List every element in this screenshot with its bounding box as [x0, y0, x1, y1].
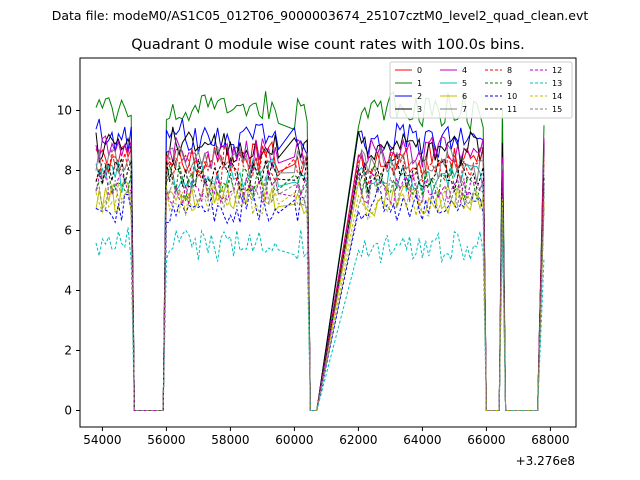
- y-tick-label: 6: [64, 224, 72, 238]
- x-tick-label: 62000: [339, 433, 377, 447]
- y-tick-label: 0: [64, 404, 72, 418]
- legend-label-5: 5: [462, 79, 467, 88]
- series-line-9: [95, 163, 545, 411]
- legend-label-13: 13: [552, 79, 562, 88]
- legend-label-8: 8: [507, 66, 512, 75]
- legend-label-1: 1: [417, 79, 422, 88]
- legend-label-4: 4: [462, 66, 467, 75]
- legend-label-6: 6: [462, 92, 467, 101]
- x-tick-label: 64000: [403, 433, 441, 447]
- legend-label-15: 15: [552, 105, 562, 114]
- legend-label-12: 12: [552, 66, 562, 75]
- x-tick-label: 66000: [467, 433, 505, 447]
- legend-label-14: 14: [552, 92, 562, 101]
- legend-box: [389, 61, 573, 119]
- x-tick-label: 58000: [211, 433, 249, 447]
- series-layer: [95, 91, 545, 411]
- legend-label-3: 3: [417, 105, 422, 114]
- series-line-12: [95, 166, 545, 411]
- y-tick-label: 10: [57, 104, 72, 118]
- x-tick-label: 56000: [147, 433, 185, 447]
- legend-label-0: 0: [417, 66, 422, 75]
- x-axis: 54000 56000 58000 60000 62000 64000 66000 68000: [83, 427, 569, 447]
- y-tick-label: 2: [64, 344, 72, 358]
- series-line-15: [95, 176, 545, 411]
- legend-label-2: 2: [417, 92, 422, 101]
- legend-label-9: 9: [507, 79, 512, 88]
- legend-label-10: 10: [507, 92, 517, 101]
- y-tick-label: 4: [64, 284, 72, 298]
- y-axis: 0 2 4 6 8 10: [57, 104, 80, 418]
- x-tick-label: 68000: [531, 433, 569, 447]
- x-tick-label: 60000: [275, 433, 313, 447]
- legend-label-7: 7: [462, 105, 467, 114]
- plot-frame: [79, 57, 577, 428]
- chart-suptitle: Data file: modeM0/AS1C05_012T06_90000036…: [52, 8, 589, 23]
- x-tick-label: 54000: [83, 433, 121, 447]
- y-tick-label: 8: [64, 164, 72, 178]
- x-offset-label: +3.276e8: [516, 454, 575, 468]
- chart-title: Quadrant 0 module wise count rates with …: [131, 37, 525, 53]
- legend-label-11: 11: [507, 105, 517, 114]
